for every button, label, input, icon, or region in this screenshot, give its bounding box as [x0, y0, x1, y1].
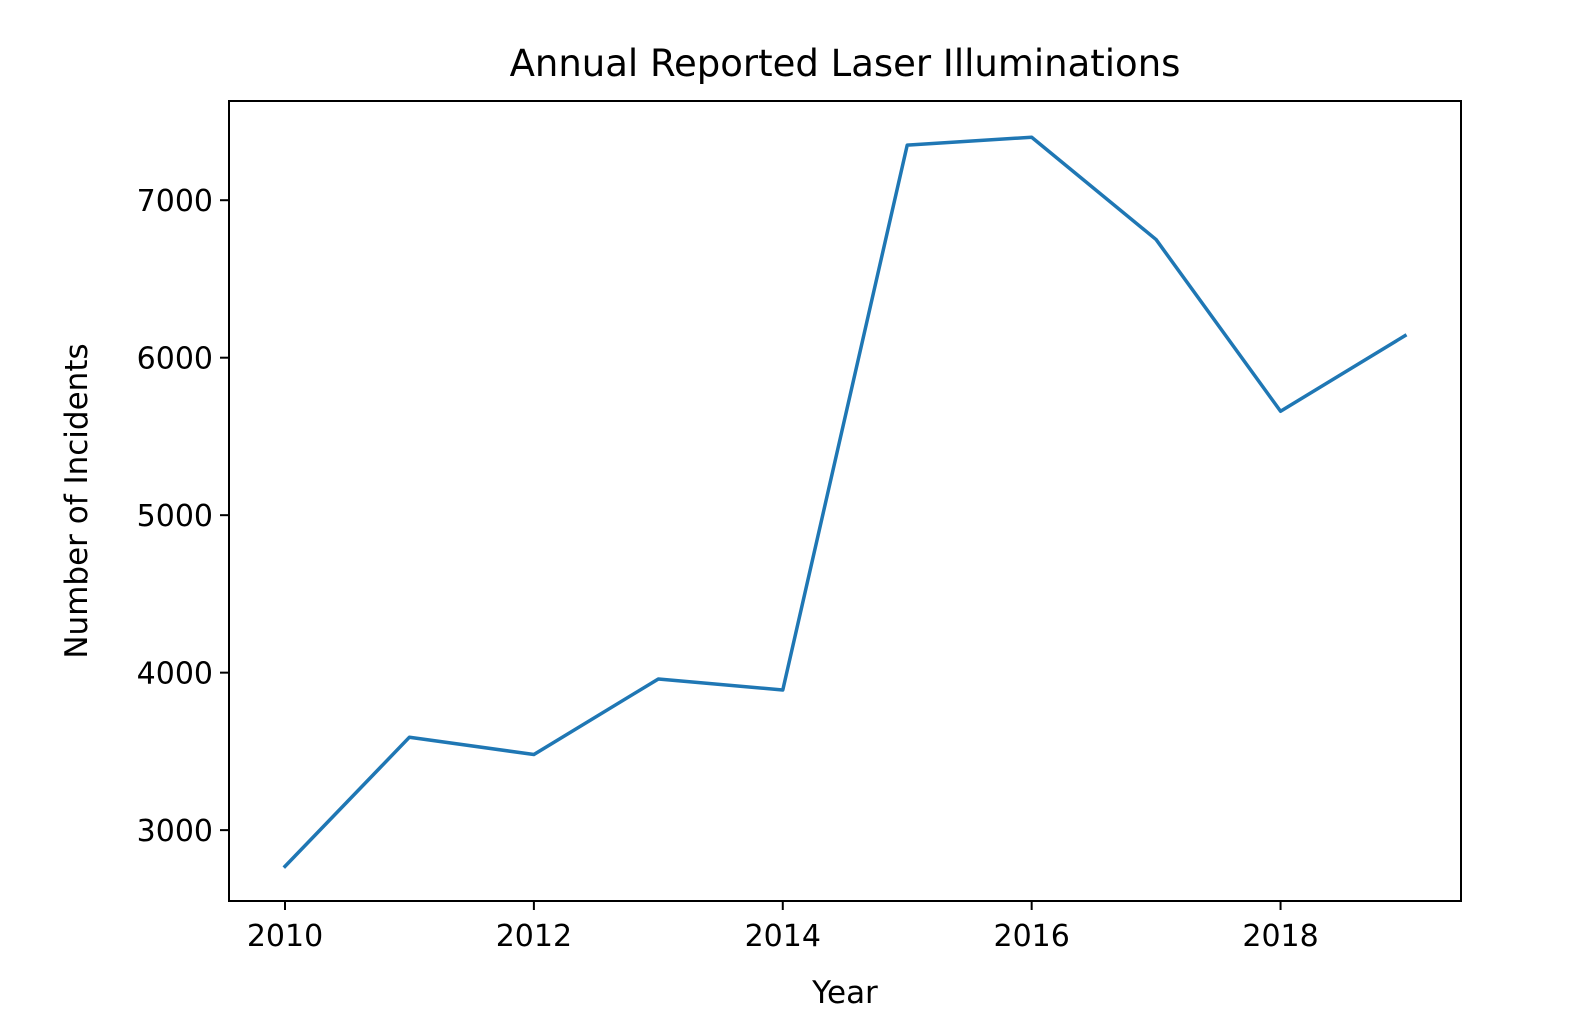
- x-tick-label-1: 2012: [496, 919, 572, 954]
- x-axis-title: Year: [811, 975, 878, 1011]
- y-tick-label-1: 4000: [137, 657, 213, 692]
- y-tick-label-0: 3000: [137, 814, 213, 849]
- y-tick-label-4: 7000: [137, 184, 213, 219]
- y-axis-title: Number of Incidents: [59, 343, 95, 658]
- y-tick-label-2: 5000: [137, 499, 213, 534]
- x-tick-label-3: 2016: [993, 919, 1069, 954]
- y-tick-label-3: 6000: [137, 342, 213, 377]
- x-tick-label-4: 2018: [1242, 919, 1318, 954]
- x-axis-ticks: 2010 2012 2014 2016 2018: [247, 901, 1319, 954]
- series-layer: [282, 135, 1408, 869]
- chart-title: Annual Reported Laser Illuminations: [510, 42, 1181, 85]
- x-tick-label-2: 2014: [745, 919, 821, 954]
- plot-frame: [228, 100, 1462, 902]
- x-tick-label-0: 2010: [247, 919, 323, 954]
- y-axis-ticks: 3000 4000 5000 6000 7000: [137, 184, 229, 849]
- series-line-0: [282, 135, 1408, 869]
